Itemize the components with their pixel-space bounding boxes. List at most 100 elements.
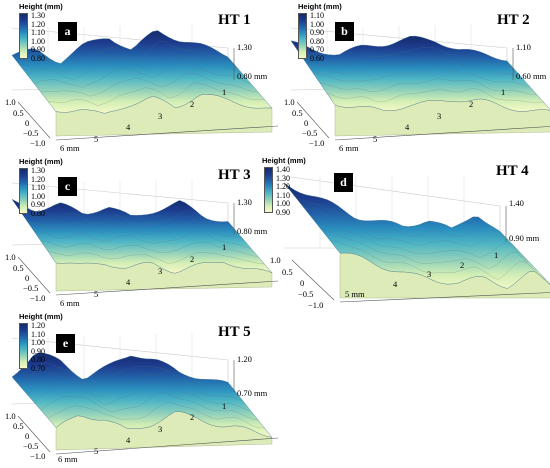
colorbar-tick: 1.00: [31, 36, 45, 46]
surface-plot-ht4: Height (mm) 1.40 1.30 1.20 1.10 1.00 0.9…: [262, 156, 550, 310]
surface-top: [11, 352, 273, 438]
colorbar-tick: 1.10: [31, 183, 45, 192]
contour-line: [330, 240, 547, 281]
colorbar-tick: 1.20: [31, 174, 45, 184]
colorbar-tick: 1.00: [310, 19, 324, 29]
contour-line: [311, 217, 529, 263]
y-tick: −0.5: [23, 128, 39, 138]
x-tick: 3: [158, 111, 163, 121]
z-tick-bottom: 0.80 mm: [237, 71, 268, 81]
x-tick: 2: [469, 99, 474, 109]
contour-line: [321, 228, 538, 272]
colorbar: [264, 167, 273, 213]
colorbar-tick: 0.90: [31, 200, 45, 209]
y-tick: −1.0: [30, 293, 46, 303]
x-tick: 2: [190, 254, 195, 264]
panel-label-b: b: [335, 22, 354, 41]
contour-line: [327, 88, 544, 103]
x-tick: 6 mm: [339, 143, 359, 153]
x-tick: 6 mm: [58, 454, 78, 464]
x-tick: 1: [222, 242, 227, 252]
panel-label-c: c: [58, 177, 77, 196]
colorbar-tick: 1.10: [310, 11, 324, 20]
y-tick: −0.5: [298, 289, 314, 299]
colorbar: [19, 13, 28, 59]
colorbar-tick: 1.40: [276, 165, 290, 174]
y-tick: 0.5: [282, 267, 293, 277]
contour-line: [41, 240, 258, 257]
colorbar-tick: 0.90: [31, 346, 45, 356]
surface-plot-ht3: Height (mm) 1.30 1.20 1.10 1.00 0.90 0.8…: [0, 157, 279, 308]
x-axis-line: [55, 437, 279, 455]
y-tick: 0.5: [13, 263, 24, 273]
surface-top: [11, 199, 273, 274]
y-tick: 1.0: [284, 97, 295, 107]
x-tick: 3: [437, 111, 442, 121]
contour-line: [26, 373, 243, 402]
colorbar-tick: 0.70: [31, 363, 45, 373]
x-axis-line: [55, 125, 279, 141]
contour-line: [48, 82, 265, 106]
colorbar-tick: 0.90: [31, 45, 45, 54]
y-tick: −1.0: [30, 138, 46, 148]
contour-line: [305, 57, 522, 78]
colorbar-tick: 1.30: [276, 173, 290, 183]
contour-line: [48, 401, 265, 429]
z-tick-top: 1.30: [237, 197, 252, 207]
z-tick-bottom: 0.80 mm: [237, 226, 268, 236]
x-tick: 5: [373, 134, 378, 144]
colorbar-tick: 0.80: [31, 355, 45, 364]
contour-line: [26, 219, 243, 240]
contour-line: [293, 195, 510, 241]
y-tick: −0.5: [23, 441, 39, 451]
colorbar-tick: 1.20: [276, 182, 290, 191]
x-tick: 4: [393, 279, 398, 289]
contour-line: [48, 251, 265, 265]
colorbar-tick: 1.00: [31, 191, 45, 201]
y-tick: −1.0: [308, 300, 324, 310]
contour-line: [41, 72, 258, 97]
colorbar-tick: 1.10: [31, 329, 45, 339]
x-tick: 1: [494, 250, 499, 260]
x-tick: 2: [190, 99, 195, 109]
y-tick: 1.0: [5, 97, 16, 107]
panel-label-a: a: [58, 22, 77, 41]
y-tick: 0: [25, 273, 30, 283]
y-axis-line: [17, 256, 51, 294]
x-tick: 2: [460, 260, 465, 270]
colorbar-tick: 1.30: [31, 166, 45, 175]
x-tick: 4: [126, 435, 131, 445]
y-tick: −1.0: [30, 451, 46, 461]
x-tick: 6 mm: [60, 143, 80, 153]
colorbar-tick: 1.30: [31, 11, 45, 20]
panel-title: HT 5: [218, 324, 251, 340]
colorbar-tick: 0.80: [31, 208, 45, 218]
colorbar: [298, 13, 307, 59]
z-tick-top: 1.20: [237, 354, 252, 364]
x-axis-line: [55, 280, 279, 296]
colorbar-title: Height (mm): [298, 2, 342, 11]
colorbar-tick: 1.00: [276, 199, 290, 208]
x-tick: 4: [405, 122, 410, 132]
z-tick-top: 1.30: [237, 42, 252, 52]
x-tick: 3: [158, 266, 163, 276]
x-tick: 4: [126, 277, 131, 287]
colorbar-title: Height (mm): [262, 156, 306, 165]
colorbar-tick: 0.60: [310, 53, 324, 63]
y-tick: 0: [304, 118, 309, 128]
contour-line: [19, 362, 236, 391]
x-tick: 4: [126, 122, 131, 132]
z-tick-bottom: 0.70 mm: [237, 388, 268, 398]
contour-line: [41, 391, 258, 421]
y-tick: −0.5: [302, 128, 318, 138]
y-tick: 0: [25, 431, 30, 441]
colorbar-tick: 0.80: [31, 53, 45, 63]
x-tick: 3: [427, 269, 432, 279]
x-tick: 5 mm: [345, 289, 365, 299]
panel-label-d: d: [334, 173, 353, 192]
y-axis-line: [17, 415, 51, 453]
contour-line: [19, 209, 236, 230]
x-tick: 1: [222, 87, 227, 97]
y-axis-line: [17, 101, 51, 139]
y-axis-line: [296, 101, 330, 139]
